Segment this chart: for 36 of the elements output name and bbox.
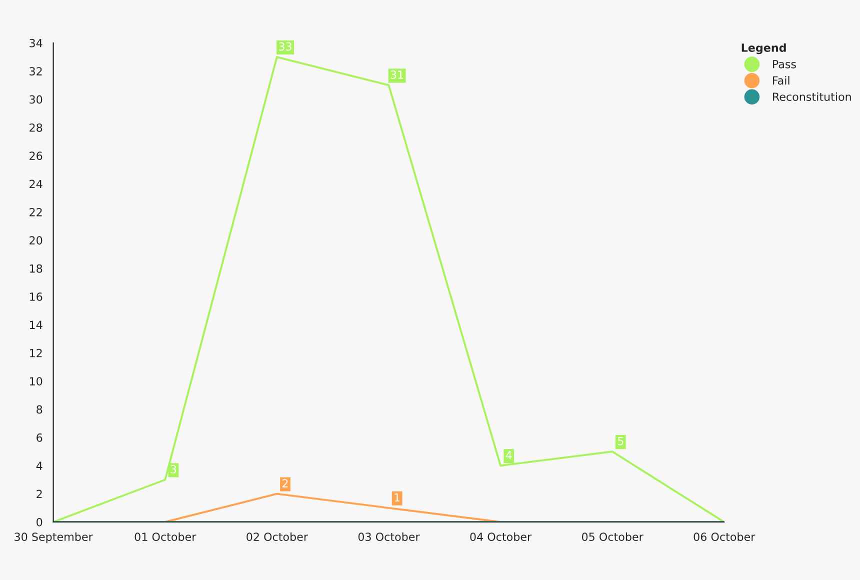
y-tick-label: 20 — [30, 236, 42, 245]
y-tick-label: 10 — [30, 377, 42, 386]
y-tick-label: 12 — [30, 348, 42, 358]
data-label: 33 — [279, 42, 292, 51]
legend-label: Pass — [773, 60, 796, 68]
legend-label: Fail — [773, 76, 790, 85]
y-tick-label: 4 — [36, 462, 42, 470]
legend-title: Legend — [742, 43, 786, 54]
y-tick-label: 8 — [36, 405, 42, 414]
x-tick-label: 02 October — [246, 532, 308, 542]
data-label: 4 — [506, 451, 512, 460]
y-tick-label: 22 — [30, 208, 42, 216]
y-tick-label: 14 — [30, 320, 42, 329]
y-tick-label: 6 — [36, 433, 42, 442]
x-tick-label: 30 September — [14, 532, 93, 544]
data-label: 3 — [170, 465, 176, 474]
y-tick-label: 18 — [30, 264, 42, 273]
x-tick-label: 01 October — [134, 532, 196, 542]
y-tick-label: 16 — [30, 292, 42, 301]
x-tick-label: 06 October — [694, 532, 756, 542]
y-tick-label: 28 — [30, 123, 42, 132]
x-tick-label: 05 October — [582, 532, 644, 542]
y-tick-label: 2 — [36, 490, 42, 498]
x-tick-label: 04 October — [470, 532, 532, 542]
y-tick-label: 30 — [30, 95, 42, 104]
data-label: 5 — [618, 436, 624, 446]
y-tick-label: 32 — [30, 67, 42, 76]
data-label: 31 — [390, 70, 404, 79]
data-label: 1 — [394, 493, 400, 502]
y-tick-label: 24 — [30, 180, 42, 188]
x-tick-label: 03 October — [358, 532, 420, 542]
y-tick-label: 26 — [30, 152, 42, 160]
y-tick-label: 34 — [30, 38, 42, 48]
legend-label: Reconstitution — [773, 92, 851, 101]
data-label: 2 — [282, 479, 288, 488]
y-tick-label: 0 — [36, 518, 42, 526]
